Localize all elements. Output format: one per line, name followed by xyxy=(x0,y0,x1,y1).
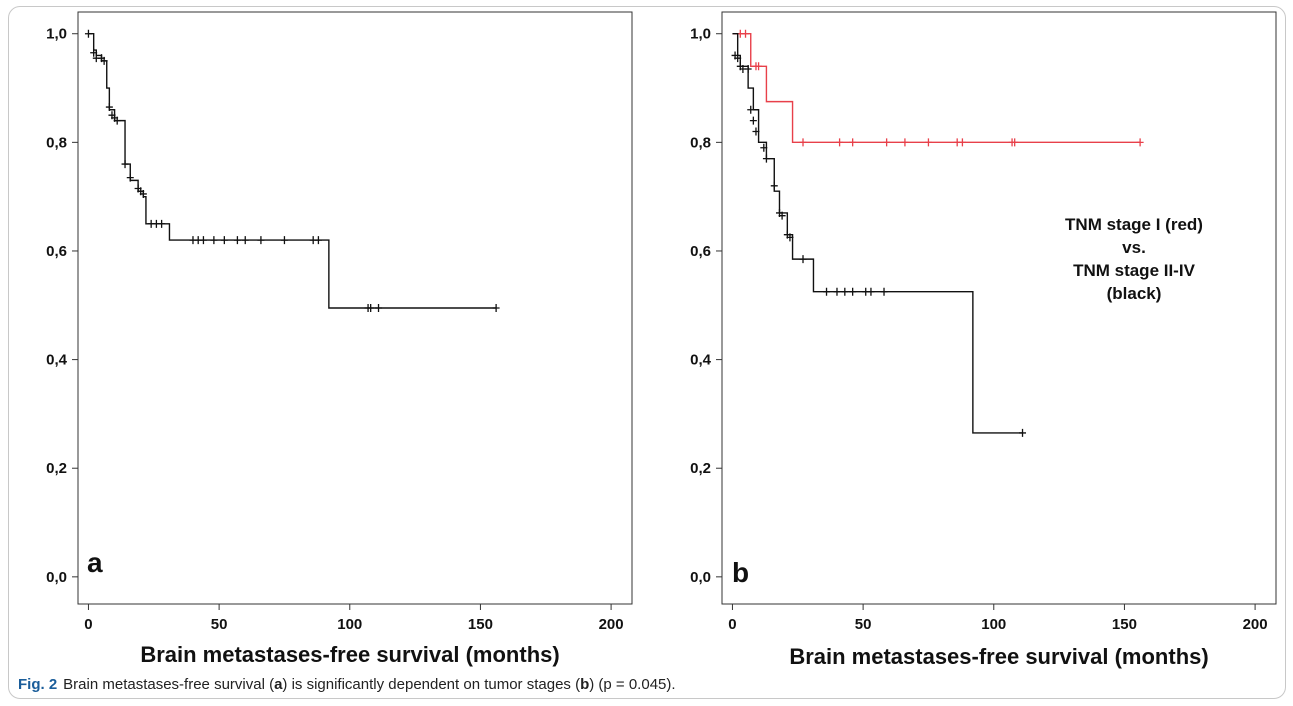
censor-mark-b-1 xyxy=(752,127,760,136)
censor-mark-b-1 xyxy=(770,181,778,190)
chart-panel-a: a Brain metastases-free survival (months… xyxy=(46,11,633,667)
chart-panel-b: b Brain metastases-free survival (months… xyxy=(690,11,1277,669)
censor-mark-b-1 xyxy=(799,255,807,264)
plot-area-a xyxy=(77,11,633,605)
x-tick-label-a: 200 xyxy=(599,616,624,633)
panel-label-b: b xyxy=(732,557,749,588)
censor-mark-a-0 xyxy=(492,304,500,312)
x-tick-label-a: 150 xyxy=(468,616,493,633)
caption-text-1: Brain metastases-free survival ( xyxy=(63,676,275,693)
censor-mark-b-0 xyxy=(755,62,763,71)
censor-mark-b-1 xyxy=(880,287,888,296)
censor-mark-a-0 xyxy=(84,29,92,38)
censor-mark-a-0 xyxy=(257,236,265,245)
y-tick-label-a: 0,6 xyxy=(46,243,67,260)
censor-mark-a-0 xyxy=(105,103,113,112)
censor-mark-b-0 xyxy=(799,138,807,147)
censor-mark-b-1 xyxy=(778,211,786,220)
annotation-line-3: TNM stage II-IV xyxy=(1073,261,1196,280)
y-tick-label-a: 0,2 xyxy=(46,460,67,477)
censor-mark-b-0 xyxy=(924,138,932,147)
censor-mark-b-0 xyxy=(742,29,750,38)
censor-mark-a-0 xyxy=(367,304,375,312)
censor-mark-b-1 xyxy=(760,143,768,152)
y-tick-label-b: 1,0 xyxy=(690,26,711,43)
annotation-line-1: TNM stage I (red) xyxy=(1065,215,1203,234)
censor-mark-b-1 xyxy=(734,54,742,63)
figure-frame xyxy=(8,6,1286,699)
censor-mark-b-1 xyxy=(841,287,849,296)
censor-mark-a-0 xyxy=(199,236,207,245)
censor-mark-b-1 xyxy=(823,287,831,296)
annotation-line-2: vs. xyxy=(1122,238,1146,257)
y-tick-label-a: 0,0 xyxy=(46,569,67,586)
y-tick-label-b: 0,6 xyxy=(690,243,711,260)
x-tick-label-b: 150 xyxy=(1112,616,1137,633)
x-tick-label-b: 0 xyxy=(728,616,736,633)
y-tick-label-a: 0,8 xyxy=(46,134,67,151)
censor-mark-a-0 xyxy=(375,304,383,312)
censor-mark-a-0 xyxy=(314,236,322,245)
legend-annotation: TNM stage I (red) vs. TNM stage II-IV (b… xyxy=(1065,215,1203,303)
y-tick-label-b: 0,8 xyxy=(690,134,711,151)
censor-mark-b-1 xyxy=(747,105,755,114)
censor-mark-a-0 xyxy=(139,189,147,198)
censor-mark-a-0 xyxy=(113,116,121,125)
x-axis-label-a: Brain metastases-free survival (months) xyxy=(140,642,559,667)
censor-mark-b-0 xyxy=(849,138,857,147)
censor-mark-a-0 xyxy=(233,236,241,245)
censor-mark-b-0 xyxy=(958,138,966,147)
censor-mark-b-0 xyxy=(883,138,891,147)
censor-mark-b-0 xyxy=(1011,138,1019,147)
censor-mark-b-1 xyxy=(786,233,794,242)
y-tick-label-b: 0,2 xyxy=(690,460,711,477)
y-tick-label-a: 1,0 xyxy=(46,26,67,43)
censor-mark-b-0 xyxy=(1136,138,1144,147)
censor-mark-a-0 xyxy=(280,236,288,245)
censor-mark-a-0 xyxy=(90,48,98,57)
x-axis-label-b: Brain metastases-free survival (months) xyxy=(789,644,1208,669)
survival-curve-b-0 xyxy=(732,33,1141,144)
plot-area-b xyxy=(721,11,1277,605)
censor-mark-b-1 xyxy=(833,287,841,296)
censor-mark-b-1 xyxy=(749,116,757,125)
censor-mark-a-0 xyxy=(241,236,249,245)
censor-mark-b-1 xyxy=(849,287,857,296)
caption-letter-a: a xyxy=(274,676,283,693)
censor-mark-a-0 xyxy=(126,173,134,182)
censor-mark-a-0 xyxy=(210,236,218,245)
caption-letter-b: b xyxy=(580,676,590,693)
panel-label-a: a xyxy=(87,547,103,578)
x-tick-label-a: 100 xyxy=(337,616,362,633)
y-tick-label-b: 0,0 xyxy=(690,569,711,586)
censor-mark-a-0 xyxy=(158,219,166,228)
censor-mark-b-1 xyxy=(1019,428,1027,437)
caption-text-3: ) (p = 0.045). xyxy=(589,676,676,693)
censor-mark-b-0 xyxy=(901,138,909,147)
x-tick-label-b: 50 xyxy=(855,616,872,633)
censor-mark-b-1 xyxy=(867,287,875,296)
caption-text-2: ) is significantly dependent on tumor st… xyxy=(282,676,581,693)
figure-caption: Fig. 2 Brain metastases-free survival (a)… xyxy=(18,676,676,693)
x-tick-label-a: 50 xyxy=(211,616,228,633)
caption-fig-label: Fig. 2 xyxy=(18,676,58,693)
y-tick-label-b: 0,4 xyxy=(690,352,712,369)
annotation-line-4: (black) xyxy=(1107,284,1162,303)
censor-mark-b-1 xyxy=(744,65,752,74)
censor-mark-b-1 xyxy=(762,154,770,163)
censor-mark-a-0 xyxy=(121,160,129,169)
x-tick-label-b: 100 xyxy=(981,616,1006,633)
x-tick-label-b: 200 xyxy=(1243,616,1268,633)
y-tick-label-a: 0,4 xyxy=(46,352,68,369)
x-tick-label-a: 0 xyxy=(84,616,92,633)
censor-mark-a-0 xyxy=(100,56,108,65)
censor-mark-a-0 xyxy=(220,236,228,245)
censor-mark-b-0 xyxy=(836,138,844,147)
